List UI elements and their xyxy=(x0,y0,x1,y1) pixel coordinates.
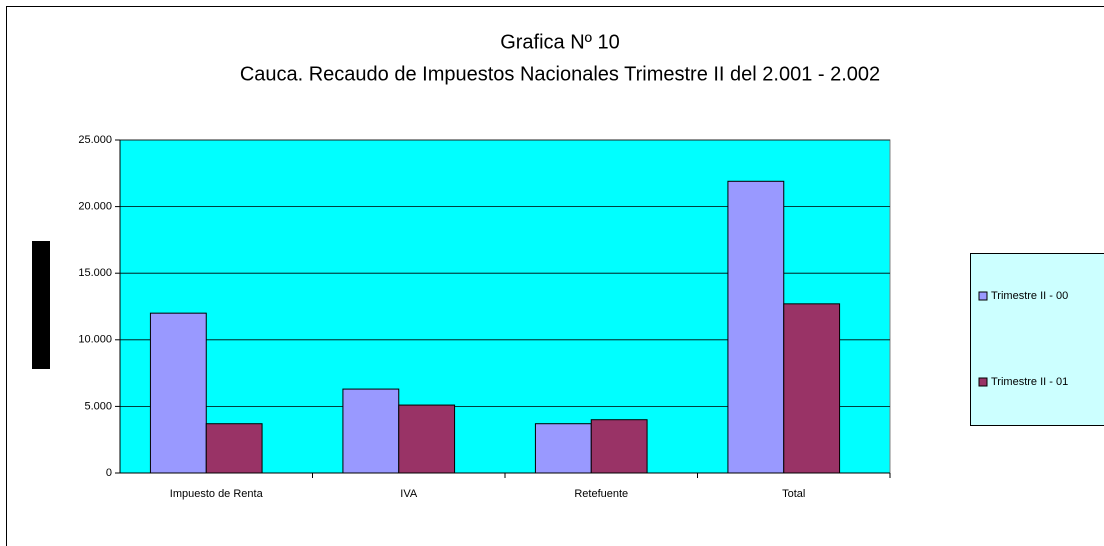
legend-swatch xyxy=(978,291,988,301)
y-tick-label: 15.000 xyxy=(78,267,112,279)
axis-label-block xyxy=(32,241,50,369)
x-tick-label: Total xyxy=(782,488,805,500)
x-tick-label: Retefuente xyxy=(574,488,628,500)
bar xyxy=(534,423,592,474)
bar xyxy=(727,180,785,474)
legend-label: Trimestre II - 00 xyxy=(991,290,1068,302)
bar xyxy=(783,303,841,474)
y-tick-label: 25.000 xyxy=(78,134,112,146)
bar xyxy=(590,419,648,474)
y-tick-label: 0 xyxy=(106,467,112,479)
chart-subtitle: Cauca. Recaudo de Impuestos Nacionales T… xyxy=(240,63,880,85)
bar xyxy=(342,388,400,474)
chart-title: Grafica Nº 10 xyxy=(500,31,620,53)
y-tick-label: 20.000 xyxy=(78,201,112,213)
x-tick-label: Impuesto de Renta xyxy=(170,488,264,500)
x-tick-label: IVA xyxy=(400,488,418,500)
bar xyxy=(149,312,207,474)
y-tick-label: 5.000 xyxy=(84,400,112,412)
legend-label: Trimestre II - 01 xyxy=(991,376,1068,388)
y-tick-label: 10.000 xyxy=(78,334,112,346)
bar xyxy=(398,404,456,474)
legend-box xyxy=(970,253,1104,426)
bar xyxy=(205,423,263,474)
legend-swatch xyxy=(978,377,988,387)
